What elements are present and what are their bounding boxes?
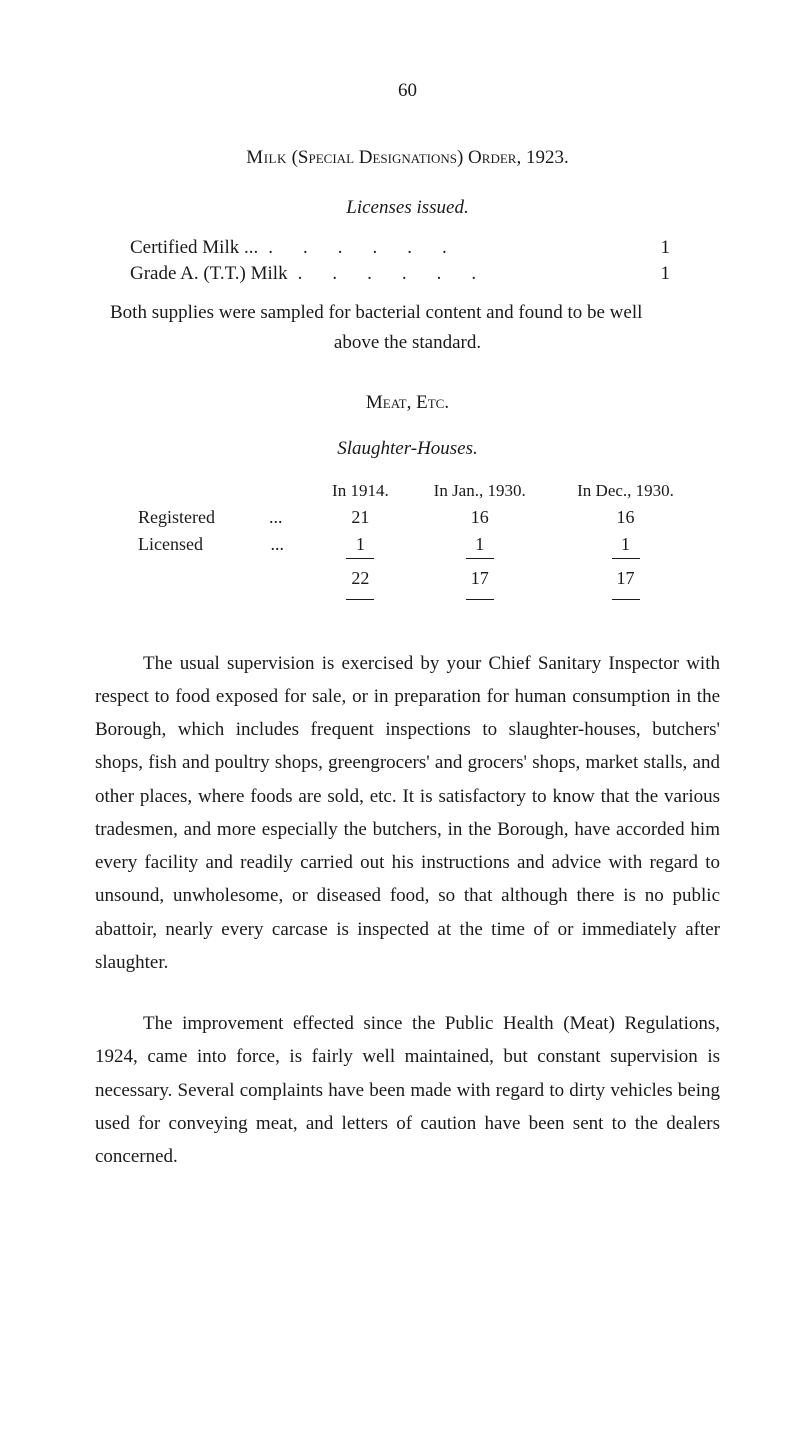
table-cell: 1 xyxy=(312,531,408,558)
table-header-row: In 1914. In Jan., 1930. In Dec., 1930. xyxy=(130,478,700,504)
licenses-subtitle: Licenses issued. xyxy=(95,197,720,219)
table-cell: 21 xyxy=(312,504,408,531)
license-row: Certified Milk ... ...... 1 xyxy=(95,237,720,259)
table-cell: 1 xyxy=(408,531,551,558)
body-text: The usual supervision is exercised by yo… xyxy=(95,647,720,1174)
row-label-text: Registered xyxy=(138,507,215,527)
milk-title-part1: Milk xyxy=(246,147,287,168)
license-dots: ...... xyxy=(258,237,660,259)
body-paragraph-1: The usual supervision is exercised by yo… xyxy=(95,647,720,980)
row-dots: ... xyxy=(270,534,284,554)
license-value: 1 xyxy=(661,237,721,259)
milk-section-title: Milk (Special Designations) Order, 1923. xyxy=(95,147,720,169)
license-label: Grade A. (T.T.) Milk xyxy=(130,263,288,285)
license-dots: ...... xyxy=(288,263,661,285)
slaughter-subtitle: Slaughter-Houses. xyxy=(95,438,720,460)
table-cell: 1 xyxy=(551,531,700,558)
table-row: Registered ... 21 16 16 xyxy=(130,504,700,531)
table-row: Licensed ... 1 1 1 xyxy=(130,531,700,558)
license-row: Grade A. (T.T.) Milk ...... 1 xyxy=(95,263,720,285)
license-value: 1 xyxy=(661,263,721,285)
both-supplies-note: Both supplies were sampled for bacterial… xyxy=(95,299,720,328)
col-header: In Jan., 1930. xyxy=(408,478,551,504)
slaughter-table: In 1914. In Jan., 1930. In Dec., 1930. R… xyxy=(130,478,700,599)
row-label-text: Licensed xyxy=(138,534,203,554)
empty-header xyxy=(130,478,312,504)
row-dots: ... xyxy=(269,507,283,527)
total-cell: 22 xyxy=(312,558,408,599)
col-header: In 1914. xyxy=(312,478,408,504)
page-number: 60 xyxy=(95,80,720,102)
table-cell: 16 xyxy=(408,504,551,531)
body-paragraph-2: The improvement effected since the Publi… xyxy=(95,1007,720,1173)
empty-cell xyxy=(130,558,312,599)
note-line2: above the standard. xyxy=(95,332,720,354)
table-total-row: 22 17 17 xyxy=(130,558,700,599)
table-cell: 16 xyxy=(551,504,700,531)
slaughter-table-wrap: In 1914. In Jan., 1930. In Dec., 1930. R… xyxy=(95,478,720,599)
total-cell: 17 xyxy=(408,558,551,599)
meat-section-title: Meat, Etc. xyxy=(95,392,720,414)
row-label: Licensed ... xyxy=(130,531,312,558)
milk-title-part2: (Special Designations) Order, 1923. xyxy=(292,147,569,168)
note-line1: Both supplies were sampled for bacterial… xyxy=(110,302,642,323)
row-label: Registered ... xyxy=(130,504,312,531)
total-cell: 17 xyxy=(551,558,700,599)
col-header: In Dec., 1930. xyxy=(551,478,700,504)
license-label: Certified Milk ... xyxy=(130,237,258,259)
